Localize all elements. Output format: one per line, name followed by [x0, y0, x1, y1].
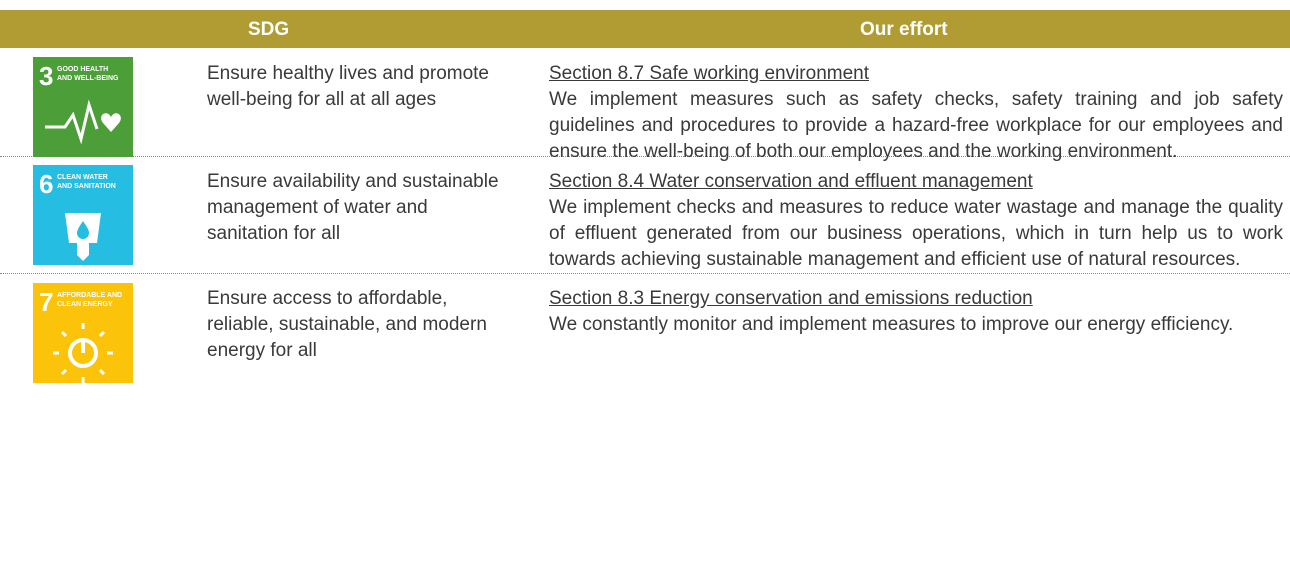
effort-cell: Section 8.7 Safe working environment We i… — [549, 61, 1283, 165]
icon-glyph — [53, 323, 113, 383]
icon-bg — [33, 57, 133, 157]
sdg-icon: 6 CLEAN WATER AND SANITATION — [33, 165, 133, 265]
icon-label: AND WELL-BEING — [57, 75, 119, 82]
icon-glyph — [65, 213, 101, 261]
icon-label: AND SANITATION — [57, 183, 116, 190]
icon-label: CLEAN ENERGY — [57, 301, 113, 308]
sdg-icon: 7 AFFORDABLE AND CLEAN ENERGY — [33, 283, 133, 383]
section-link: Section 8.7 Safe working environment — [549, 63, 870, 84]
icon-label: GOOD HEALTH — [57, 66, 108, 73]
goal-text: Ensure availability and sustainable mana… — [207, 171, 499, 244]
goal-text: Ensure healthy lives and promote well-be… — [207, 63, 489, 110]
table-row: 3 GOOD HEALTH AND WELL-BEING Ensure healthy… — [0, 48, 1290, 162]
effort-text: We constantly monitor and implement meas… — [549, 314, 1234, 335]
effort-text: We implement checks and measures to redu… — [549, 197, 1283, 270]
icon-number: 7 — [39, 287, 53, 317]
header-effort: Our effort — [860, 19, 948, 40]
header: SDG Our effort — [0, 10, 1290, 48]
section-link: Section 8.3 Energy conservation and emis… — [549, 288, 1033, 309]
icon-number: 3 — [39, 61, 53, 91]
effort-text: We implement measures such as safety che… — [549, 89, 1283, 162]
table-row: 7 AFFORDABLE AND CLEAN ENERGY Ensure access… — [0, 273, 1290, 413]
icon-label: AFFORDABLE AND — [57, 292, 122, 299]
icon-glyph — [45, 99, 121, 145]
icon-label: CLEAN WATER — [57, 174, 108, 181]
table-row: 6 CLEAN WATER AND SANITATION Ensure availab… — [0, 156, 1290, 274]
icon-number: 6 — [39, 169, 53, 199]
goal-text: Ensure access to affordable, reliable, s… — [207, 288, 487, 361]
sdg-icon: 3 GOOD HEALTH AND WELL-BEING — [33, 57, 133, 157]
effort-cell: Section 8.4 Water conservation and efflu… — [549, 169, 1283, 273]
section-link: Section 8.4 Water conservation and efflu… — [549, 171, 1033, 192]
effort-cell: Section 8.3 Energy conservation and emis… — [549, 286, 1283, 338]
header-sdg: SDG — [248, 19, 290, 40]
